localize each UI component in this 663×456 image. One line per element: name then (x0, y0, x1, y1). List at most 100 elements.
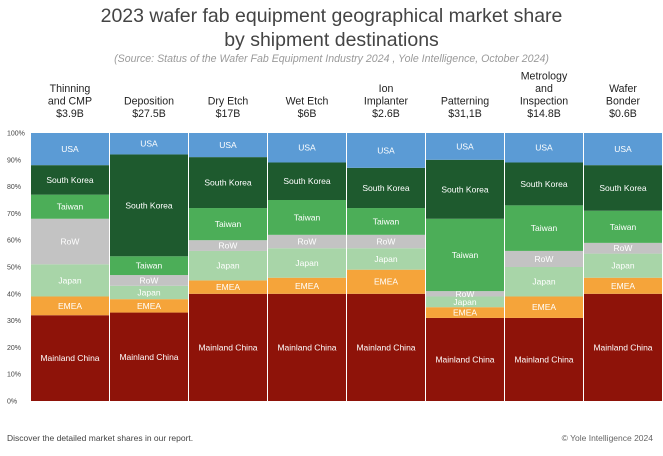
bar-column: Mainland China EMEA Japan RoW Taiwan South Ko… (31, 133, 109, 401)
category-label: Inspection (520, 96, 568, 108)
bar-segment (426, 133, 504, 160)
bar-segment (505, 133, 583, 163)
segment-label: USA (377, 145, 395, 155)
bar-segment (268, 293, 346, 401)
bar-segment (584, 277, 662, 294)
segment-label: USA (219, 140, 237, 150)
bar-segment (189, 133, 267, 158)
segment-label: EMEA (453, 308, 477, 318)
segment-label: EMEA (137, 301, 161, 311)
bar-segment (31, 133, 109, 166)
category-label: and CMP (48, 96, 92, 108)
y-tick-label: 90% (7, 157, 21, 164)
segment-label: Mainland China (198, 342, 257, 352)
category-label: and (535, 83, 553, 95)
category-label: $17B (216, 108, 241, 120)
bar-segment (505, 317, 583, 401)
segment-label: Mainland China (435, 354, 494, 364)
category-label: Implanter (364, 96, 409, 108)
bar-segment (31, 264, 109, 297)
bar-segment (189, 208, 267, 241)
segment-label: RoW (61, 237, 80, 247)
bar-segment (584, 242, 662, 254)
segment-label: USA (535, 143, 553, 153)
y-tick-label: 60% (7, 238, 21, 245)
bar-segment (31, 218, 109, 265)
bar-segment (426, 218, 504, 292)
segment-label: Taiwan (373, 216, 400, 226)
bar-segment (347, 133, 425, 168)
segment-label: Taiwan (136, 261, 163, 271)
segment-label: EMEA (216, 282, 240, 292)
bar-segment (426, 159, 504, 219)
bar-segment (189, 157, 267, 209)
bar-segment (584, 133, 662, 166)
segment-label: Taiwan (57, 202, 84, 212)
segment-label: USA (298, 143, 316, 153)
copyright: © Yole Intelligence 2024 (561, 433, 653, 443)
segment-label: South Korea (441, 184, 489, 194)
category-label: $3.9B (56, 108, 84, 120)
segment-label: South Korea (520, 179, 568, 189)
category-label: Thinning (50, 83, 91, 95)
category-label: Wet Etch (286, 96, 329, 108)
segment-label: RoW (614, 243, 633, 253)
segment-label: Japan (137, 287, 160, 297)
y-tick-label: 40% (7, 291, 21, 298)
bar-segment (347, 167, 425, 209)
footer-note: Discover the detailed market shares in o… (7, 433, 194, 443)
bar-segment (347, 293, 425, 401)
bar-column: Mainland China EMEA Japan RoW Taiwan South Ko… (505, 133, 583, 401)
segment-label: USA (61, 144, 79, 154)
bar-segment (584, 210, 662, 243)
bar-segment (31, 296, 109, 316)
segment-label: Mainland China (593, 342, 652, 352)
segment-label: Taiwan (294, 212, 321, 222)
segment-label: EMEA (58, 301, 82, 311)
bar-segment (31, 315, 109, 401)
bar-column: Mainland China EMEA Japan RoW Taiwan South Ko… (110, 133, 188, 401)
category-label: Bonder (606, 96, 641, 108)
segment-label: RoW (377, 237, 396, 247)
y-axis: 0% 10% 20% 30% 40% 50% 60% 70% 80% 90% 100% (7, 131, 25, 406)
bar-segment (584, 165, 662, 211)
segment-label: South Korea (204, 178, 252, 188)
category-label: $27.5B (132, 108, 166, 120)
category-label: Ion (379, 83, 394, 95)
bar-segment (584, 253, 662, 278)
bar-column: Mainland China EMEA Japan RoW Taiwan South Ko… (189, 133, 267, 401)
segment-label: Mainland China (119, 352, 178, 362)
bar-segment (268, 248, 346, 278)
category-label: $2.6B (372, 108, 400, 120)
segment-label: USA (140, 139, 158, 149)
segment-label: South Korea (362, 183, 410, 193)
category-label: Patterning (441, 96, 489, 108)
segment-label: South Korea (46, 175, 94, 185)
bar-segment (189, 250, 267, 281)
segment-label: USA (456, 141, 474, 151)
bar-segment (505, 267, 583, 297)
segment-label: Japan (374, 254, 397, 264)
bar-segment (347, 208, 425, 235)
y-tick-label: 0% (7, 399, 17, 406)
bar-segment (189, 240, 267, 251)
bar-segment (189, 293, 267, 401)
segment-label: South Korea (283, 176, 331, 186)
category-label: $6B (298, 108, 317, 120)
category-label: Wafer (609, 83, 637, 95)
bar-segment (268, 133, 346, 163)
segment-label: Japan (295, 258, 318, 268)
segment-label: EMEA (374, 277, 398, 287)
segment-label: Japan (216, 261, 239, 271)
bar-segment (347, 248, 425, 270)
category-label: Dry Etch (208, 96, 249, 108)
y-tick-label: 20% (7, 345, 21, 352)
segment-label: South Korea (125, 200, 173, 210)
segment-label: Japan (58, 275, 81, 285)
bar-segment (189, 280, 267, 294)
category-label: $0.6B (609, 108, 637, 120)
bar-segment (505, 162, 583, 206)
bar-column: Mainland China EMEA Japan RoW Taiwan South Ko… (584, 133, 662, 401)
bar-segment (110, 256, 188, 276)
